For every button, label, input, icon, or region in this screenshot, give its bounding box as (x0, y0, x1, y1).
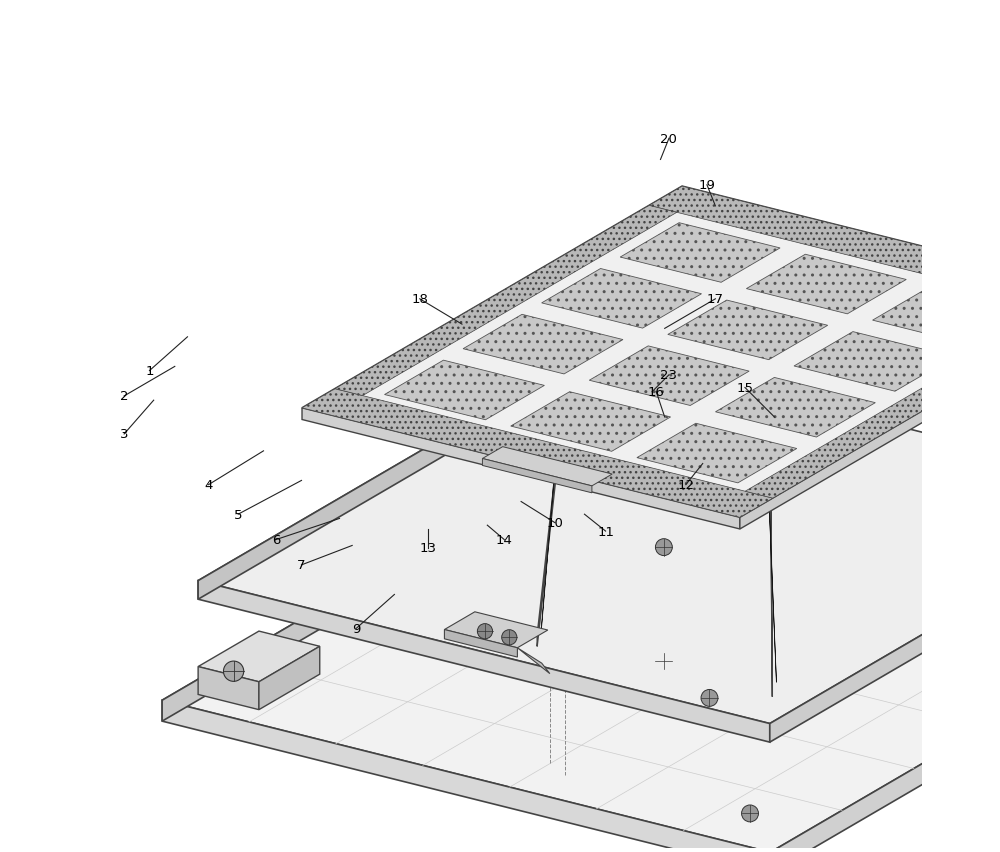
Polygon shape (668, 301, 828, 360)
Polygon shape (770, 423, 772, 697)
Polygon shape (463, 315, 623, 375)
Polygon shape (770, 493, 1000, 742)
Text: 2: 2 (120, 390, 128, 403)
Polygon shape (162, 700, 770, 852)
Polygon shape (770, 602, 1000, 852)
Polygon shape (162, 449, 593, 722)
Text: 14: 14 (496, 533, 513, 546)
Polygon shape (198, 667, 259, 710)
Polygon shape (766, 430, 776, 679)
Polygon shape (715, 378, 875, 438)
Polygon shape (444, 612, 548, 648)
Polygon shape (541, 389, 561, 632)
Text: 5: 5 (234, 508, 242, 521)
Polygon shape (198, 351, 1000, 723)
Text: 17: 17 (707, 293, 724, 306)
Circle shape (701, 689, 718, 706)
Polygon shape (302, 389, 773, 518)
Text: 3: 3 (120, 428, 128, 441)
Polygon shape (385, 360, 544, 420)
Polygon shape (482, 447, 612, 486)
Text: 1: 1 (145, 365, 154, 377)
Polygon shape (517, 648, 550, 674)
Text: 20: 20 (660, 133, 677, 146)
Circle shape (742, 805, 758, 822)
Text: 19: 19 (699, 179, 715, 192)
Polygon shape (740, 296, 1000, 529)
Text: 23: 23 (660, 369, 677, 382)
Polygon shape (511, 392, 671, 452)
Polygon shape (198, 631, 320, 682)
Polygon shape (542, 269, 702, 329)
Polygon shape (637, 423, 797, 483)
Polygon shape (198, 581, 770, 742)
Text: 15: 15 (736, 382, 753, 394)
Polygon shape (482, 459, 592, 493)
Polygon shape (766, 432, 776, 682)
Text: 18: 18 (411, 293, 428, 306)
Text: 9: 9 (352, 622, 361, 635)
Polygon shape (745, 308, 1000, 498)
Polygon shape (335, 206, 677, 396)
Polygon shape (541, 388, 561, 629)
Polygon shape (873, 286, 1000, 346)
Text: 4: 4 (204, 479, 213, 492)
Text: 13: 13 (420, 542, 437, 555)
Circle shape (655, 539, 672, 556)
Text: 12: 12 (677, 479, 694, 492)
Polygon shape (537, 381, 566, 647)
Text: 7: 7 (297, 559, 306, 572)
Polygon shape (444, 630, 517, 657)
Polygon shape (589, 347, 749, 406)
Text: 16: 16 (648, 386, 665, 399)
Polygon shape (794, 332, 954, 392)
Text: 6: 6 (272, 533, 280, 546)
Polygon shape (259, 647, 320, 710)
Circle shape (655, 653, 672, 670)
Circle shape (223, 661, 244, 682)
Circle shape (502, 630, 517, 645)
Polygon shape (198, 351, 593, 600)
Polygon shape (620, 223, 780, 283)
Text: 10: 10 (546, 516, 563, 529)
Text: 11: 11 (597, 525, 614, 538)
Circle shape (562, 381, 579, 398)
Polygon shape (162, 449, 1000, 852)
Circle shape (477, 624, 493, 639)
Polygon shape (302, 187, 1000, 518)
Polygon shape (593, 449, 1000, 622)
Polygon shape (302, 408, 740, 529)
Polygon shape (649, 187, 1000, 315)
Polygon shape (746, 255, 906, 314)
